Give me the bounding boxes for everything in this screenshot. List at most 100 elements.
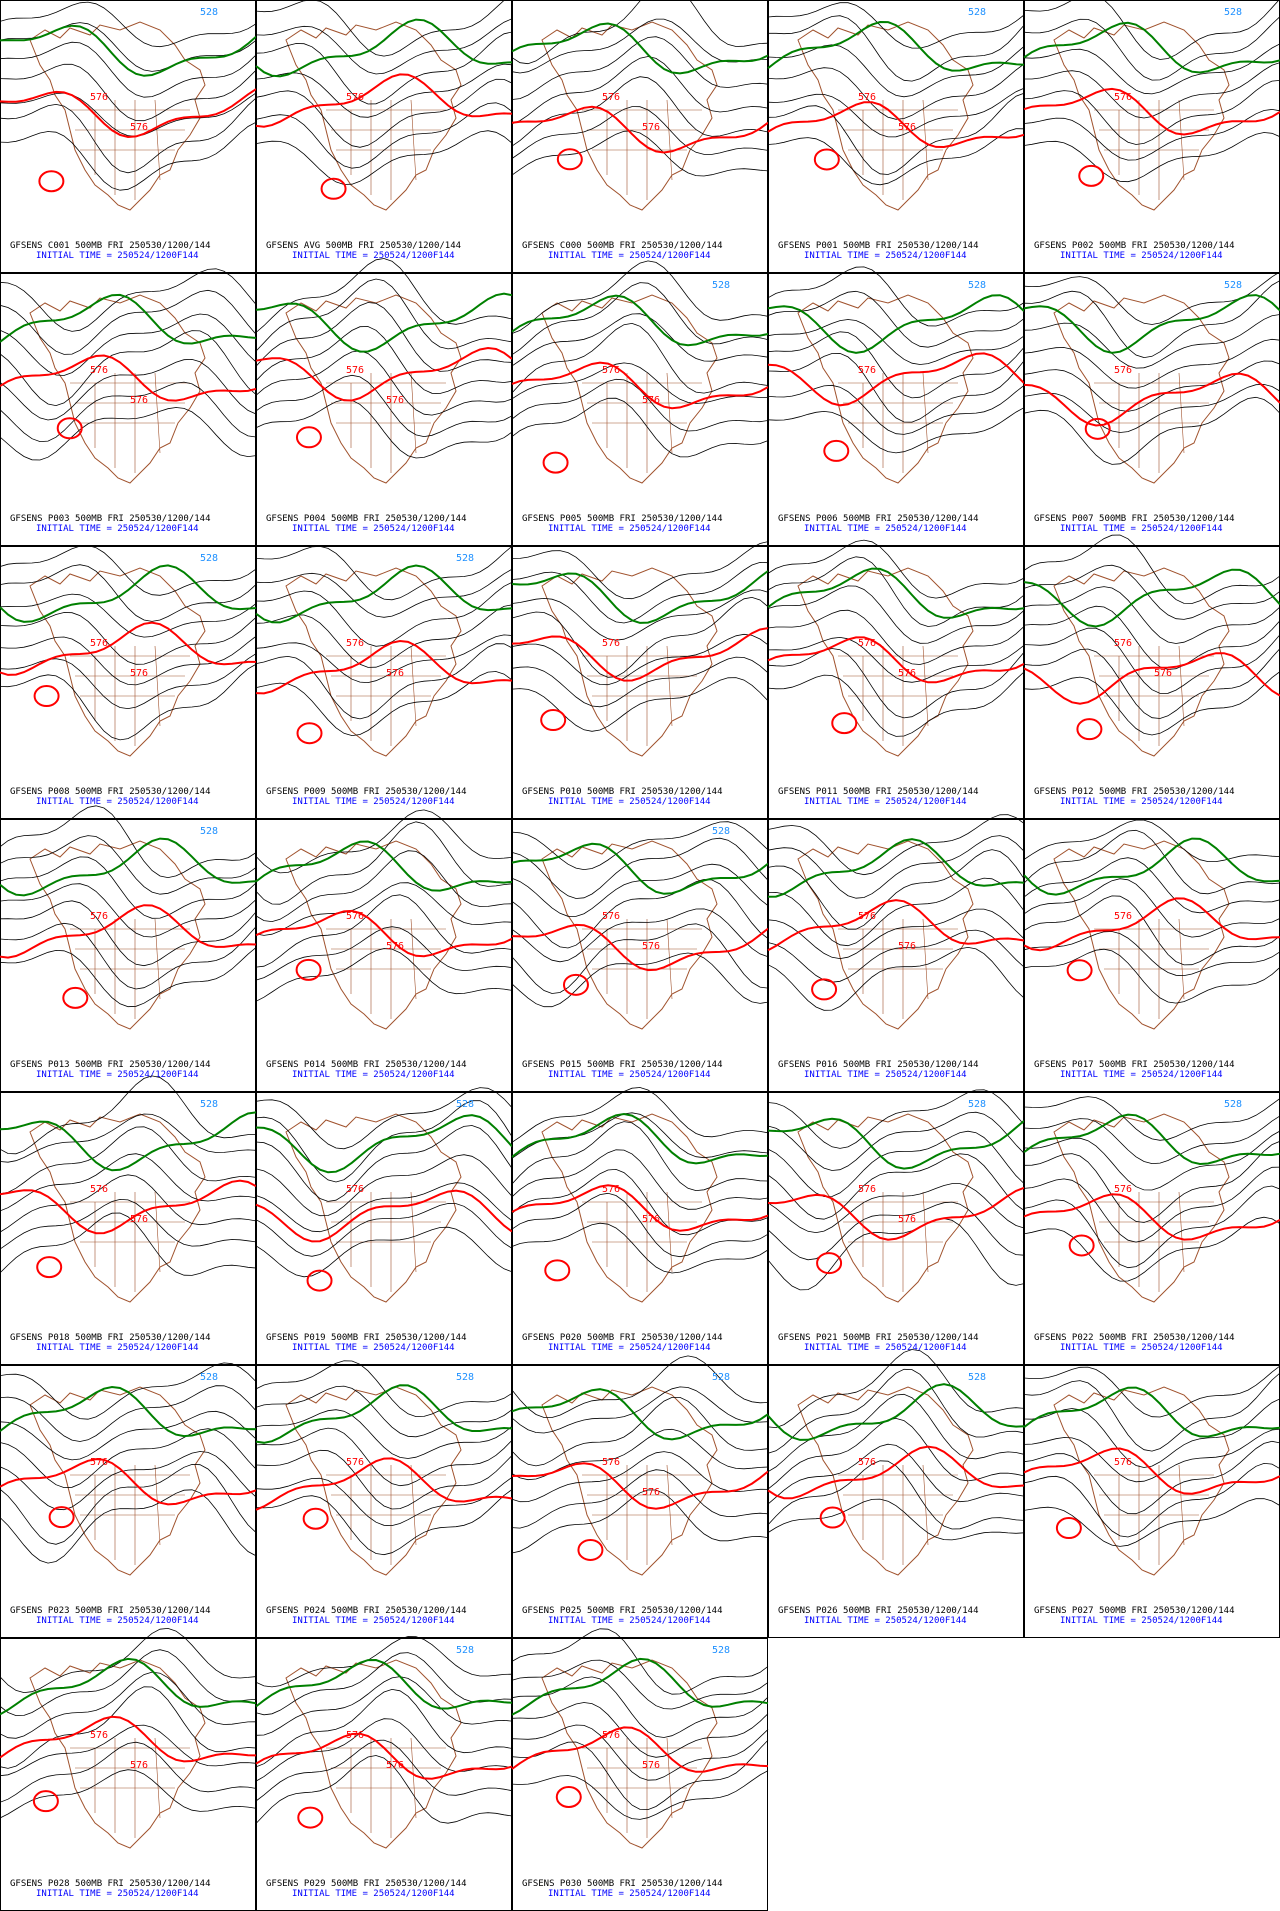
height-contour: [511, 1628, 769, 1695]
height-contour: [255, 18, 513, 75]
coastline: [1053, 1386, 1230, 1576]
initial-time: INITIAL TIME = 250524/1200F144: [804, 251, 967, 261]
height-contour: [511, 837, 769, 899]
panel-title: GFSENS P002 500MB FRI 250530/1200/144: [1034, 241, 1234, 251]
height-contour: [511, 0, 769, 65]
contour-label: 576: [1114, 911, 1132, 922]
height-contour: [767, 1498, 1025, 1541]
initial-time: INITIAL TIME = 250524/1200F144: [804, 797, 967, 807]
height-contour: [1023, 43, 1280, 95]
height-contour: [1023, 895, 1280, 966]
height-contour: [511, 923, 769, 994]
height-contour: [0, 593, 257, 638]
initial-time: INITIAL TIME = 250524/1200F144: [36, 251, 199, 261]
closed-low: [1066, 959, 1093, 982]
contour-label: 528: [456, 553, 474, 564]
panel-title: GFSENS P011 500MB FRI 250530/1200/144: [778, 787, 978, 797]
panel-title: GFSENS P001 500MB FRI 250530/1200/144: [778, 241, 978, 251]
coastline: [541, 567, 718, 757]
closed-low: [295, 958, 322, 981]
height-contour: [511, 1149, 769, 1210]
closed-low: [813, 148, 840, 171]
contour-label: 576: [1114, 92, 1132, 103]
contour-label: 576: [130, 1214, 148, 1225]
height-contour: [255, 948, 513, 1002]
panel-title: GFSENS P016 500MB FRI 250530/1200/144: [778, 1060, 978, 1070]
height-contour: [1023, 1372, 1280, 1452]
height-contour: [0, 564, 257, 622]
height-contour: [511, 1087, 769, 1143]
height-contour: [255, 130, 513, 185]
contour-label: 528: [712, 826, 730, 837]
height-contour: [767, 671, 1025, 737]
contour-528: [1023, 1386, 1280, 1438]
panel-border: [1024, 546, 1280, 819]
contour-528: [0, 1111, 257, 1172]
height-contour: [255, 1154, 513, 1217]
height-contour: [767, 87, 1025, 138]
height-contour: [767, 1417, 1025, 1490]
state-borders: [838, 99, 958, 200]
coastline: [797, 840, 974, 1030]
height-contour: [255, 634, 513, 684]
map-panel: 576 576 528 GFSENS P030 500MB FRI 250530/12…: [511, 1628, 769, 1911]
height-contour: [0, 1385, 257, 1442]
contour-528: [511, 1388, 769, 1441]
map-panel: 576 528 GFSENS P023 500MB FRI 250530/1200/…: [0, 1362, 257, 1638]
height-contour: [1023, 1166, 1280, 1243]
height-contour: [0, 1, 257, 48]
contour-label: 576: [602, 638, 620, 649]
contour-label: 576: [642, 1760, 660, 1771]
height-contour: [0, 1410, 257, 1461]
height-contour: [767, 384, 1025, 435]
height-contour: [511, 56, 769, 125]
contour-576: [767, 899, 1025, 952]
contour-label: 576: [130, 668, 148, 679]
height-contour: [1023, 1398, 1280, 1468]
map-panel: 576 576 528 GFSENS P015 500MB FRI 250530/12…: [511, 819, 769, 1092]
contour-label: 576: [130, 122, 148, 133]
contour-label: 576: [602, 92, 620, 103]
contour-528: [1023, 568, 1280, 628]
contour-label: 576: [602, 1730, 620, 1741]
height-contour: [255, 882, 513, 936]
height-contour: [767, 609, 1025, 665]
contour-528: [0, 837, 257, 897]
height-contour: [1023, 1185, 1280, 1269]
height-contour: [511, 677, 769, 732]
panel-title: GFSENS P029 500MB FRI 250530/1200/144: [266, 1879, 466, 1889]
contour-528: [767, 20, 1025, 72]
contour-576: [255, 73, 513, 128]
coastline: [541, 1386, 718, 1576]
closed-low: [819, 1506, 846, 1529]
contour-label: 576: [642, 1214, 660, 1225]
height-contour: [767, 908, 1025, 960]
height-contour: [255, 1718, 513, 1782]
state-borders: [1094, 99, 1214, 200]
contour-label: 576: [602, 911, 620, 922]
height-contour: [0, 612, 257, 665]
height-contour: [511, 1451, 769, 1503]
height-contour: [0, 1489, 257, 1564]
contour-label: 528: [968, 7, 986, 18]
coastline: [797, 1113, 974, 1303]
height-contour: [1023, 1096, 1280, 1141]
height-contour: [511, 1121, 769, 1192]
panel-title: GFSENS P009 500MB FRI 250530/1200/144: [266, 787, 466, 797]
height-contour: [1023, 586, 1280, 644]
panel-title: GFSENS C001 500MB FRI 250530/1200/144: [10, 241, 210, 251]
contour-528: [511, 842, 769, 895]
height-contour: [255, 1489, 513, 1556]
state-borders: [582, 1191, 702, 1292]
state-borders: [326, 1464, 446, 1565]
height-contour: [767, 331, 1025, 399]
coastline: [29, 1659, 206, 1849]
panel-border: [512, 819, 768, 1092]
map-panel: 576 GFSENS P027 500MB FRI 250530/1200/144…: [1023, 1365, 1280, 1638]
height-contour: [768, 15, 1025, 82]
coastline: [285, 294, 462, 484]
contour-label: 528: [968, 1099, 986, 1110]
panel-title: GFSENS P012 500MB FRI 250530/1200/144: [1034, 787, 1234, 797]
height-contour: [255, 1755, 513, 1824]
state-borders: [1094, 372, 1214, 473]
